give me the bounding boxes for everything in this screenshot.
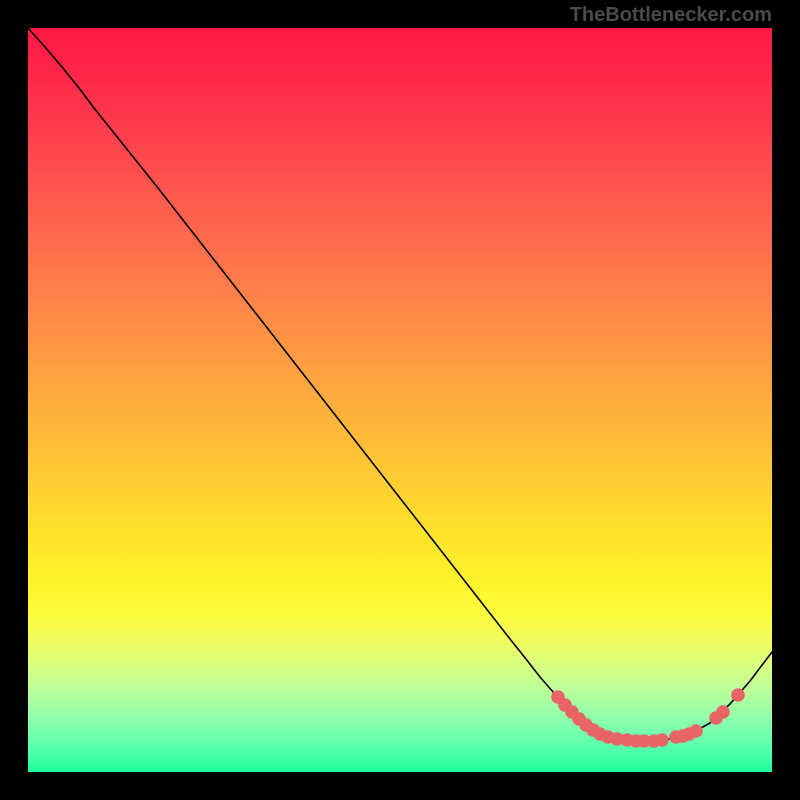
data-marker (731, 688, 745, 702)
data-marker (716, 705, 730, 719)
data-marker (689, 724, 703, 738)
plot-background (28, 28, 772, 772)
chart-container: TheBottlenecker.com (0, 0, 800, 800)
watermark-text: TheBottlenecker.com (570, 4, 772, 27)
data-marker (655, 733, 669, 747)
chart-svg (0, 0, 800, 800)
